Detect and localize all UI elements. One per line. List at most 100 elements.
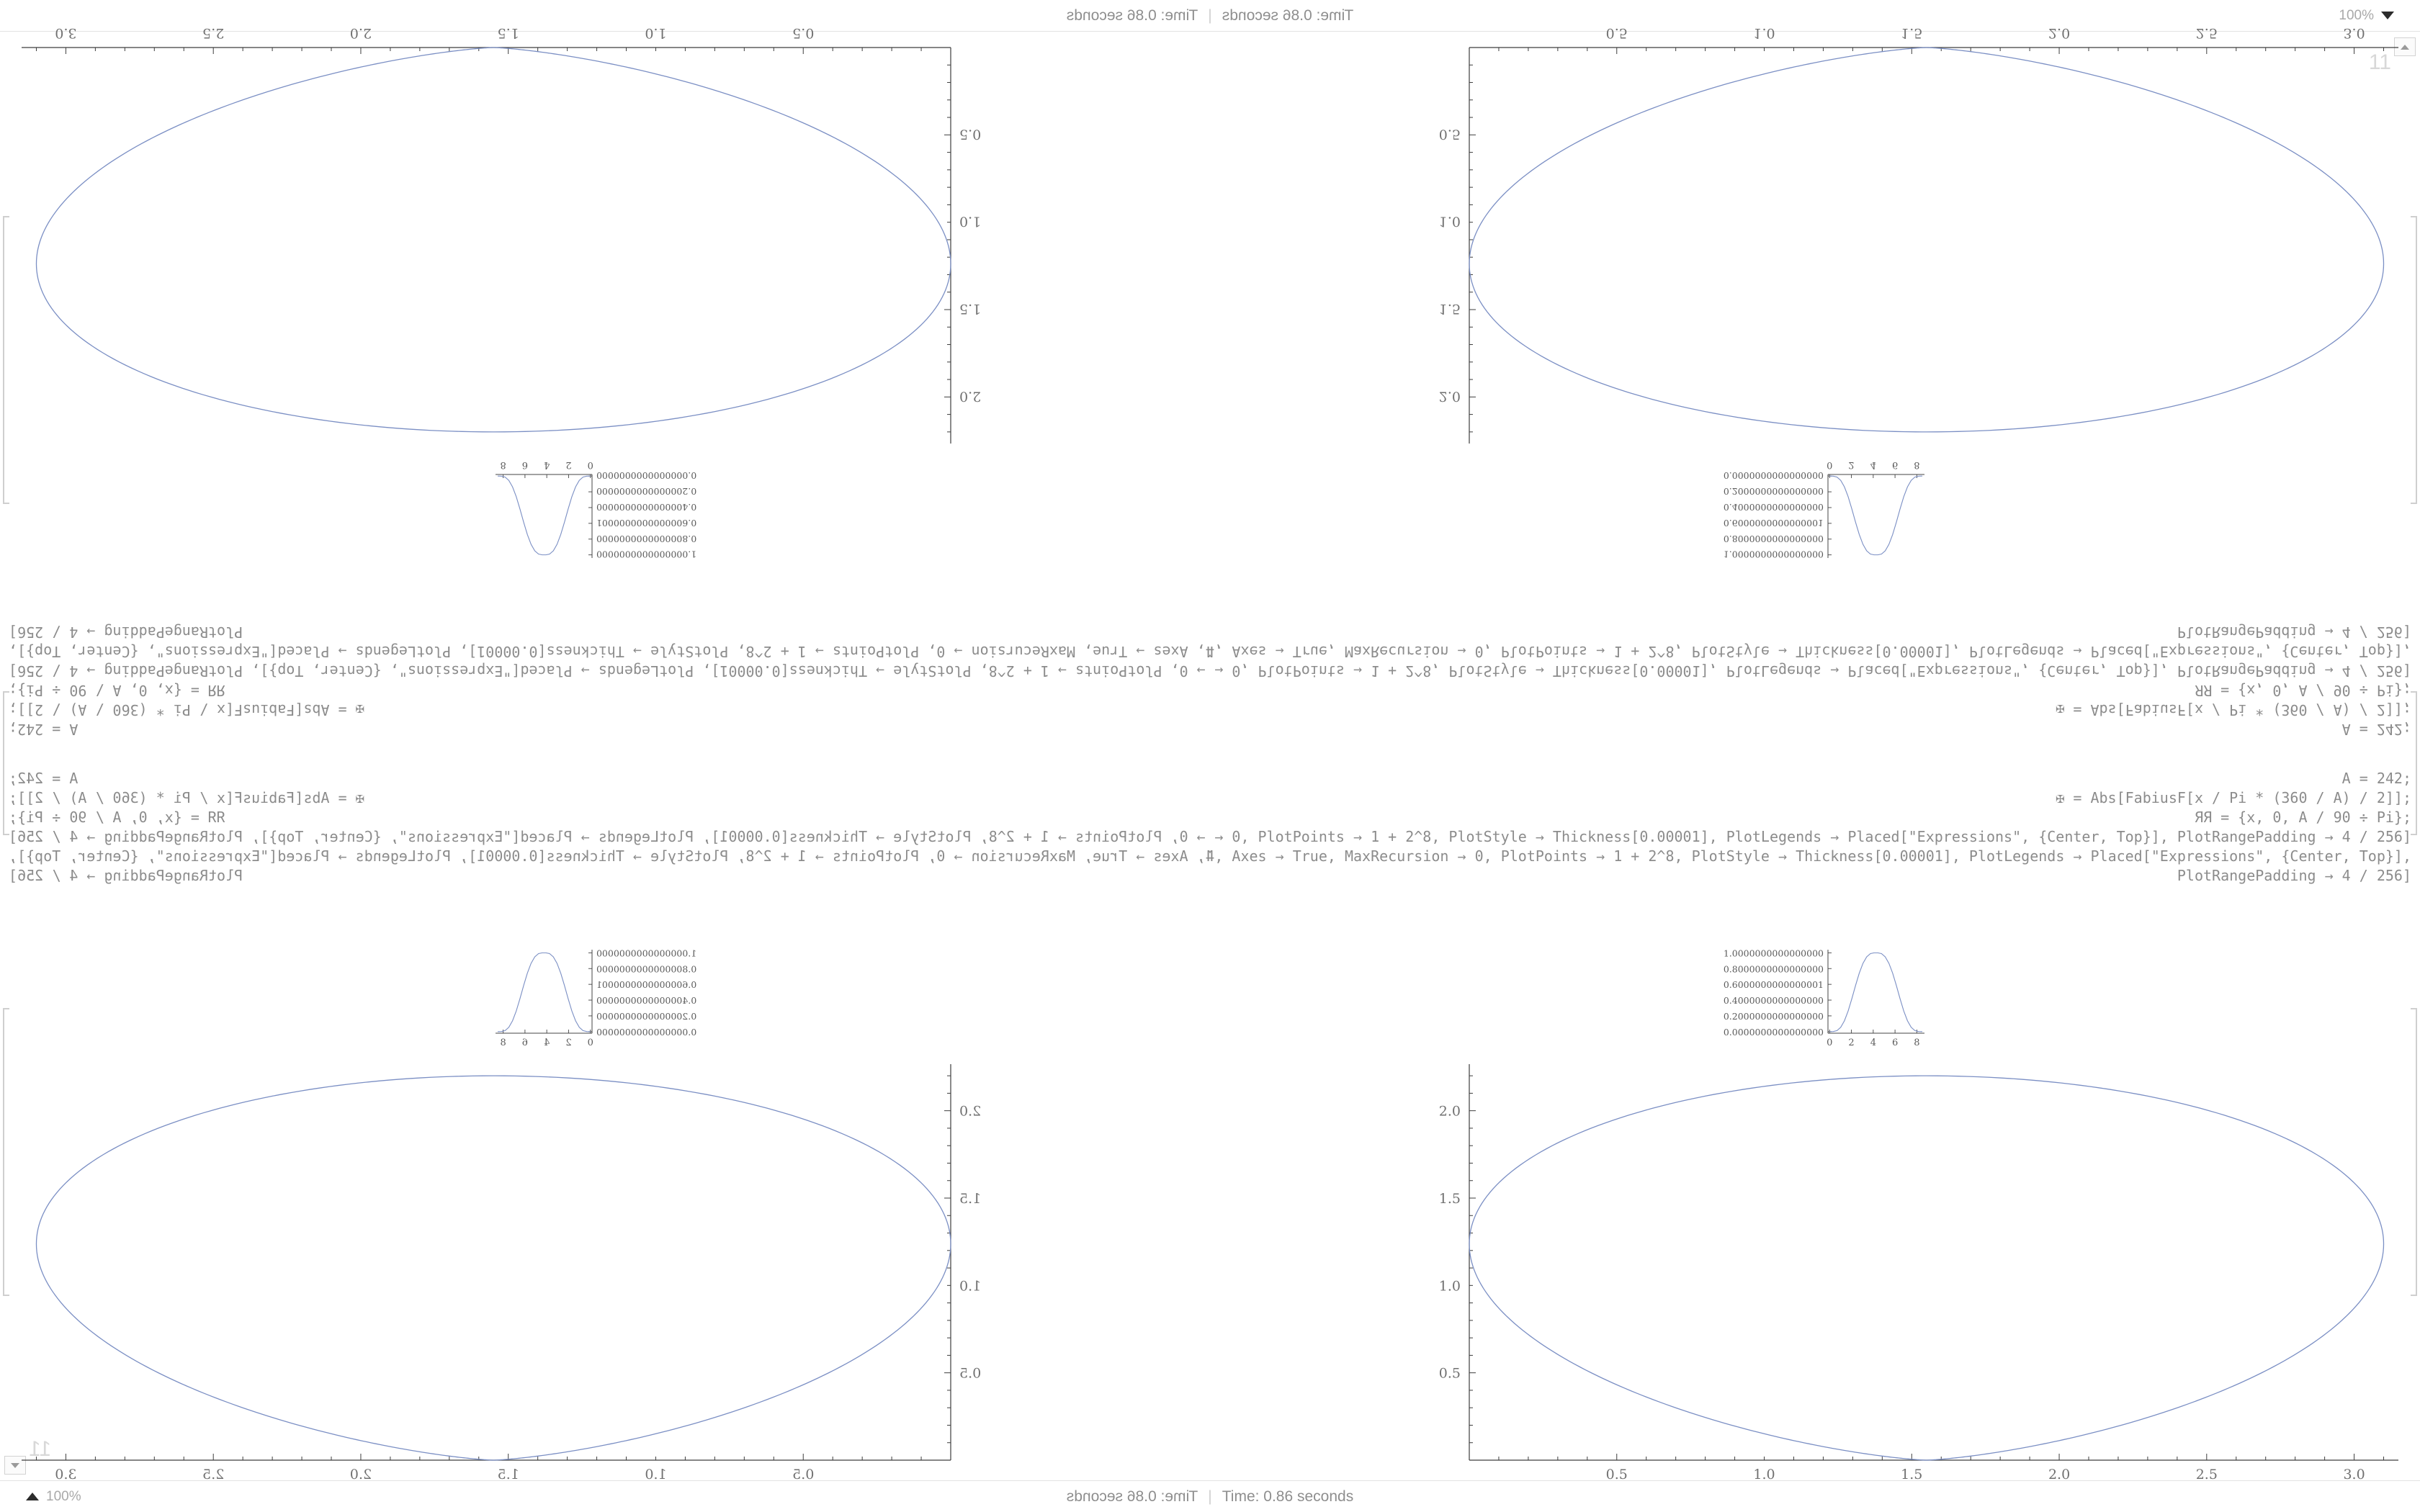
svg-text:2.0: 2.0 [2048, 25, 2070, 41]
chevron-down-icon[interactable] [2381, 12, 2394, 19]
svg-text:6: 6 [1892, 1038, 1898, 1048]
svg-text:1.0: 1.0 [959, 1278, 981, 1294]
code-block[interactable]: А = 242; ✠ = Abs[FabiusF[x / Pi * (360 /… [1210, 769, 2411, 886]
svg-text:0.2000000000000000: 0.2000000000000000 [596, 1011, 696, 1022]
code-block[interactable]: А = 242; ✠ = Abs[FabiusF[x / Pi * (360 /… [1210, 622, 2411, 739]
svg-text:0.0000000000000000: 0.0000000000000000 [596, 470, 696, 481]
svg-text:1.5: 1.5 [498, 25, 519, 41]
svg-text:3.0: 3.0 [55, 1467, 76, 1482]
svg-text:0.5: 0.5 [959, 126, 981, 142]
svg-text:0.6000000000000001: 0.6000000000000001 [596, 518, 696, 528]
bottom-zoom-label: 100% [46, 1488, 81, 1504]
code-line: ЯЯ = {x, 0, А / 90 ÷ Pi}; [9, 809, 226, 826]
cell-bracket-top-left[interactable] [3, 216, 9, 504]
code-block[interactable]: А = 242; ✠ = Abs[FabiusF[x / Pi * (360 /… [9, 769, 1210, 886]
svg-text:1.0: 1.0 [645, 1467, 666, 1482]
cell-bracket-mid-right[interactable] [2411, 691, 2417, 835]
code-line: ЯЯ = {x, 0, А / 90 ÷ Pi}; [9, 682, 226, 699]
code-block[interactable]: А = 242; ✠ = Abs[FabiusF[x / Pi * (360 /… [9, 622, 1210, 739]
notebook-quadrant-bottom-left: А = 242; ✠ = Abs[FabiusF[x / Pi * (360 /… [0, 763, 1210, 1492]
code-line: Plot[Evaluate[✠], Evaluate[ЯЯ], ImageSiz… [1210, 662, 2411, 680]
svg-text:1.0000000000000000: 1.0000000000000000 [596, 549, 696, 560]
code-line: ✠ = Abs[FabiusF[x / Pi * (360 / А) / 2]]… [9, 701, 364, 719]
svg-text:4: 4 [1870, 459, 1876, 470]
svg-text:0.2000000000000000: 0.2000000000000000 [596, 486, 696, 497]
svg-text:0.8000000000000000: 0.8000000000000000 [596, 963, 696, 974]
svg-text:1.5: 1.5 [1439, 301, 1461, 317]
svg-text:0.5: 0.5 [1606, 25, 1628, 41]
svg-text:0.8000000000000000: 0.8000000000000000 [1724, 963, 1824, 974]
notebook-quadrant-bottom-right: А = 242; ✠ = Abs[FabiusF[x / Pi * (360 /… [1210, 763, 2420, 1492]
code-line: CurvaturePlot[Evaluate[✠], Evaluate[ЯЯ],… [9, 847, 1210, 865]
svg-text:8: 8 [1914, 459, 1919, 470]
svg-text:2.0: 2.0 [1439, 388, 1461, 404]
code-line: А = 242; [9, 770, 79, 787]
bottom-status-time-mirrored: Time: 0.86 seconds [1066, 1488, 1198, 1505]
code-line: CurvaturePlot[Evaluate[✠], Evaluate[ЯЯ],… [1210, 643, 2411, 660]
svg-text:2.0: 2.0 [350, 1467, 372, 1482]
quadrant-content: А = 242; ✠ = Abs[FabiusF[x / Pi * (360 /… [0, 763, 1210, 1492]
svg-text:0.5: 0.5 [792, 25, 814, 41]
svg-text:2.0: 2.0 [2048, 1467, 2070, 1482]
svg-text:4: 4 [1870, 1038, 1876, 1048]
code-line: PlotRangePadding → 4 / 256] [2177, 867, 2411, 884]
status-separator: | [1208, 1488, 1212, 1505]
svg-text:0: 0 [588, 1038, 593, 1048]
svg-text:2: 2 [565, 459, 571, 470]
code-line: CurvaturePlot[Evaluate[✠], Evaluate[ЯЯ],… [9, 643, 1210, 660]
bottom-status-time: Time: 0.86 seconds [1222, 1488, 1354, 1505]
svg-text:2.0: 2.0 [350, 25, 372, 41]
svg-text:0.2000000000000000: 0.2000000000000000 [1724, 486, 1824, 497]
svg-text:0.8000000000000000: 0.8000000000000000 [596, 534, 696, 544]
cell-bracket-mid-left[interactable] [3, 691, 9, 835]
svg-text:1.0: 1.0 [1753, 1467, 1775, 1482]
svg-text:3.0: 3.0 [55, 25, 76, 41]
code-line: PlotRangePadding → 4 / 256] [9, 624, 243, 641]
top-zoom-indicator[interactable]: 100% [2339, 8, 2394, 24]
svg-text:1.5: 1.5 [1439, 1191, 1461, 1207]
svg-text:0.5: 0.5 [959, 1366, 981, 1382]
curvature-teardrop-plot: 0.5 1.0 1.5 2.0 2.5 3.0 0.5 1.0 1.5 2.0 [9, 16, 1017, 448]
quadrant-content: А = 242; ✠ = Abs[FabiusF[x / Pi * (360 /… [1210, 16, 2420, 744]
svg-text:0.8000000000000000: 0.8000000000000000 [1724, 534, 1824, 544]
svg-text:0.0000000000000000: 0.0000000000000000 [596, 1027, 696, 1038]
svg-text:2: 2 [1848, 459, 1854, 470]
svg-text:1.5: 1.5 [498, 1467, 519, 1482]
svg-text:0.5: 0.5 [1606, 1467, 1628, 1482]
svg-text:2.5: 2.5 [202, 25, 224, 41]
scroll-up-button[interactable] [2394, 37, 2416, 56]
cell-bracket-bottom-left[interactable] [3, 1008, 9, 1296]
bottom-status-bar: Time: 0.86 seconds | Time: 0.86 seconds … [0, 1480, 2420, 1512]
svg-text:4: 4 [544, 1038, 550, 1048]
svg-text:0.6000000000000001: 0.6000000000000001 [596, 979, 696, 990]
bottom-status-text-group: Time: 0.86 seconds | Time: 0.86 seconds [1067, 1488, 1353, 1506]
scroll-down-button[interactable] [4, 1456, 26, 1475]
cell-bracket-top-right[interactable] [2411, 216, 2417, 504]
svg-text:3.0: 3.0 [2343, 25, 2365, 41]
svg-text:1.5: 1.5 [959, 301, 981, 317]
svg-text:2.0: 2.0 [959, 1104, 981, 1120]
svg-text:1.0: 1.0 [1439, 1278, 1461, 1294]
bottom-zoom-indicator[interactable]: 100% [26, 1489, 81, 1505]
svg-text:3.0: 3.0 [2343, 1467, 2365, 1482]
code-line: ЯЯ = {x, 0, А / 90 ÷ Pi}; [2194, 809, 2411, 826]
svg-text:0.4000000000000000: 0.4000000000000000 [596, 502, 696, 513]
svg-text:2.5: 2.5 [2196, 1467, 2218, 1482]
svg-text:6: 6 [522, 1038, 528, 1048]
cell-bracket-bottom-right[interactable] [2411, 1008, 2417, 1296]
code-line: ✠ = Abs[FabiusF[x / Pi * (360 / А) / 2]]… [2056, 701, 2411, 719]
code-line: А = 242; [9, 721, 79, 738]
code-line: Plot[Evaluate[✠], Evaluate[ЯЯ], ImageSiz… [9, 828, 1210, 845]
svg-text:1.0000000000000000: 1.0000000000000000 [1724, 948, 1824, 958]
fabius-bump-plot: 0.0000000000000000 0.2000000000000000 0.40… [490, 940, 778, 1049]
svg-text:2: 2 [1848, 1038, 1854, 1048]
fabius-bump-plot: 0.0000000000000000 0.2000000000000000 0.40… [1642, 940, 1930, 1049]
code-line: ЯЯ = {x, 0, А / 90 ÷ Pi}; [2194, 682, 2411, 699]
top-zoom-label: 100% [2339, 7, 2374, 23]
svg-text:0.6000000000000001: 0.6000000000000001 [1724, 979, 1824, 990]
svg-text:1.0: 1.0 [645, 25, 666, 41]
svg-text:1.5: 1.5 [959, 1191, 981, 1207]
svg-text:0.5: 0.5 [1439, 126, 1461, 142]
chevron-up-icon[interactable] [26, 1493, 39, 1500]
svg-text:0.4000000000000000: 0.4000000000000000 [1724, 502, 1824, 513]
